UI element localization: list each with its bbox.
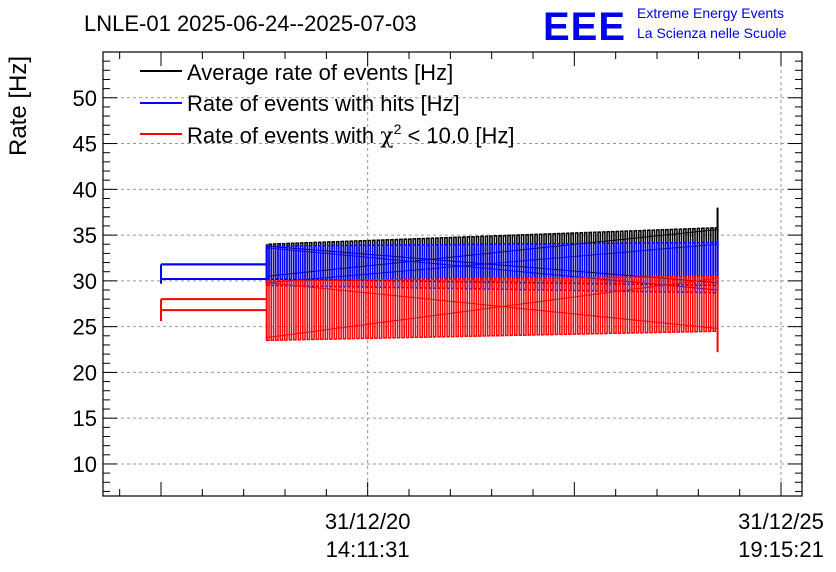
eee-logo-line2: La Scienza nelle Scuole	[637, 25, 787, 41]
legend-label-average: Average rate of events [Hz]	[187, 60, 453, 85]
y-tick-label: 20	[73, 360, 97, 385]
x-tick-label-date: 31/12/25	[738, 509, 824, 534]
chart-title: LNLE-01 2025-06-24--2025-07-03	[84, 11, 417, 36]
x-tick-label-date: 31/12/20	[325, 509, 411, 534]
y-tick-label: 35	[73, 223, 97, 248]
legend: Average rate of events [Hz] Rate of even…	[140, 60, 514, 149]
axes: 10 15 20 25 30 35 40 45 50 31/12/20 14:11:31 31/12/…	[73, 51, 824, 562]
legend-chi2-symbol: χ	[380, 124, 393, 149]
y-tick-label: 45	[73, 132, 97, 157]
legend-chi2-sup: 2	[394, 121, 402, 137]
series-2	[160, 275, 719, 353]
data-series	[160, 207, 719, 353]
legend-label-chi2: Rate of events with χ2 < 10.0 [Hz]	[187, 121, 514, 149]
eee-logo: EEE Extreme Energy Events La Scienza nel…	[543, 5, 787, 49]
eee-logo-line1: Extreme Energy Events	[637, 5, 784, 21]
y-tick-label: 10	[73, 452, 97, 477]
y-axis-label: Rate [Hz]	[5, 56, 32, 156]
y-tick-label: 25	[73, 315, 97, 340]
x-tick-label-time: 14:11:31	[326, 537, 410, 562]
series-outlier	[266, 277, 718, 339]
series-outlier	[266, 247, 718, 291]
legend-label-hits: Rate of events with hits [Hz]	[187, 91, 460, 116]
x-tick-label-time: 19:15:21	[738, 537, 824, 562]
eee-logo-mark: EEE	[543, 5, 626, 49]
series-outlier	[266, 243, 718, 284]
grid-lines	[103, 52, 802, 496]
plot-frame	[102, 51, 803, 497]
y-tick-label: 50	[73, 86, 97, 111]
series-1	[160, 239, 719, 294]
legend-chi2-prefix: Rate of events with	[187, 123, 380, 148]
y-tick-label: 15	[73, 406, 97, 431]
y-tick-label: 40	[73, 177, 97, 202]
y-tick-label: 30	[73, 269, 97, 294]
series-outlier	[266, 282, 718, 329]
legend-chi2-suffix: < 10.0 [Hz]	[401, 123, 514, 148]
